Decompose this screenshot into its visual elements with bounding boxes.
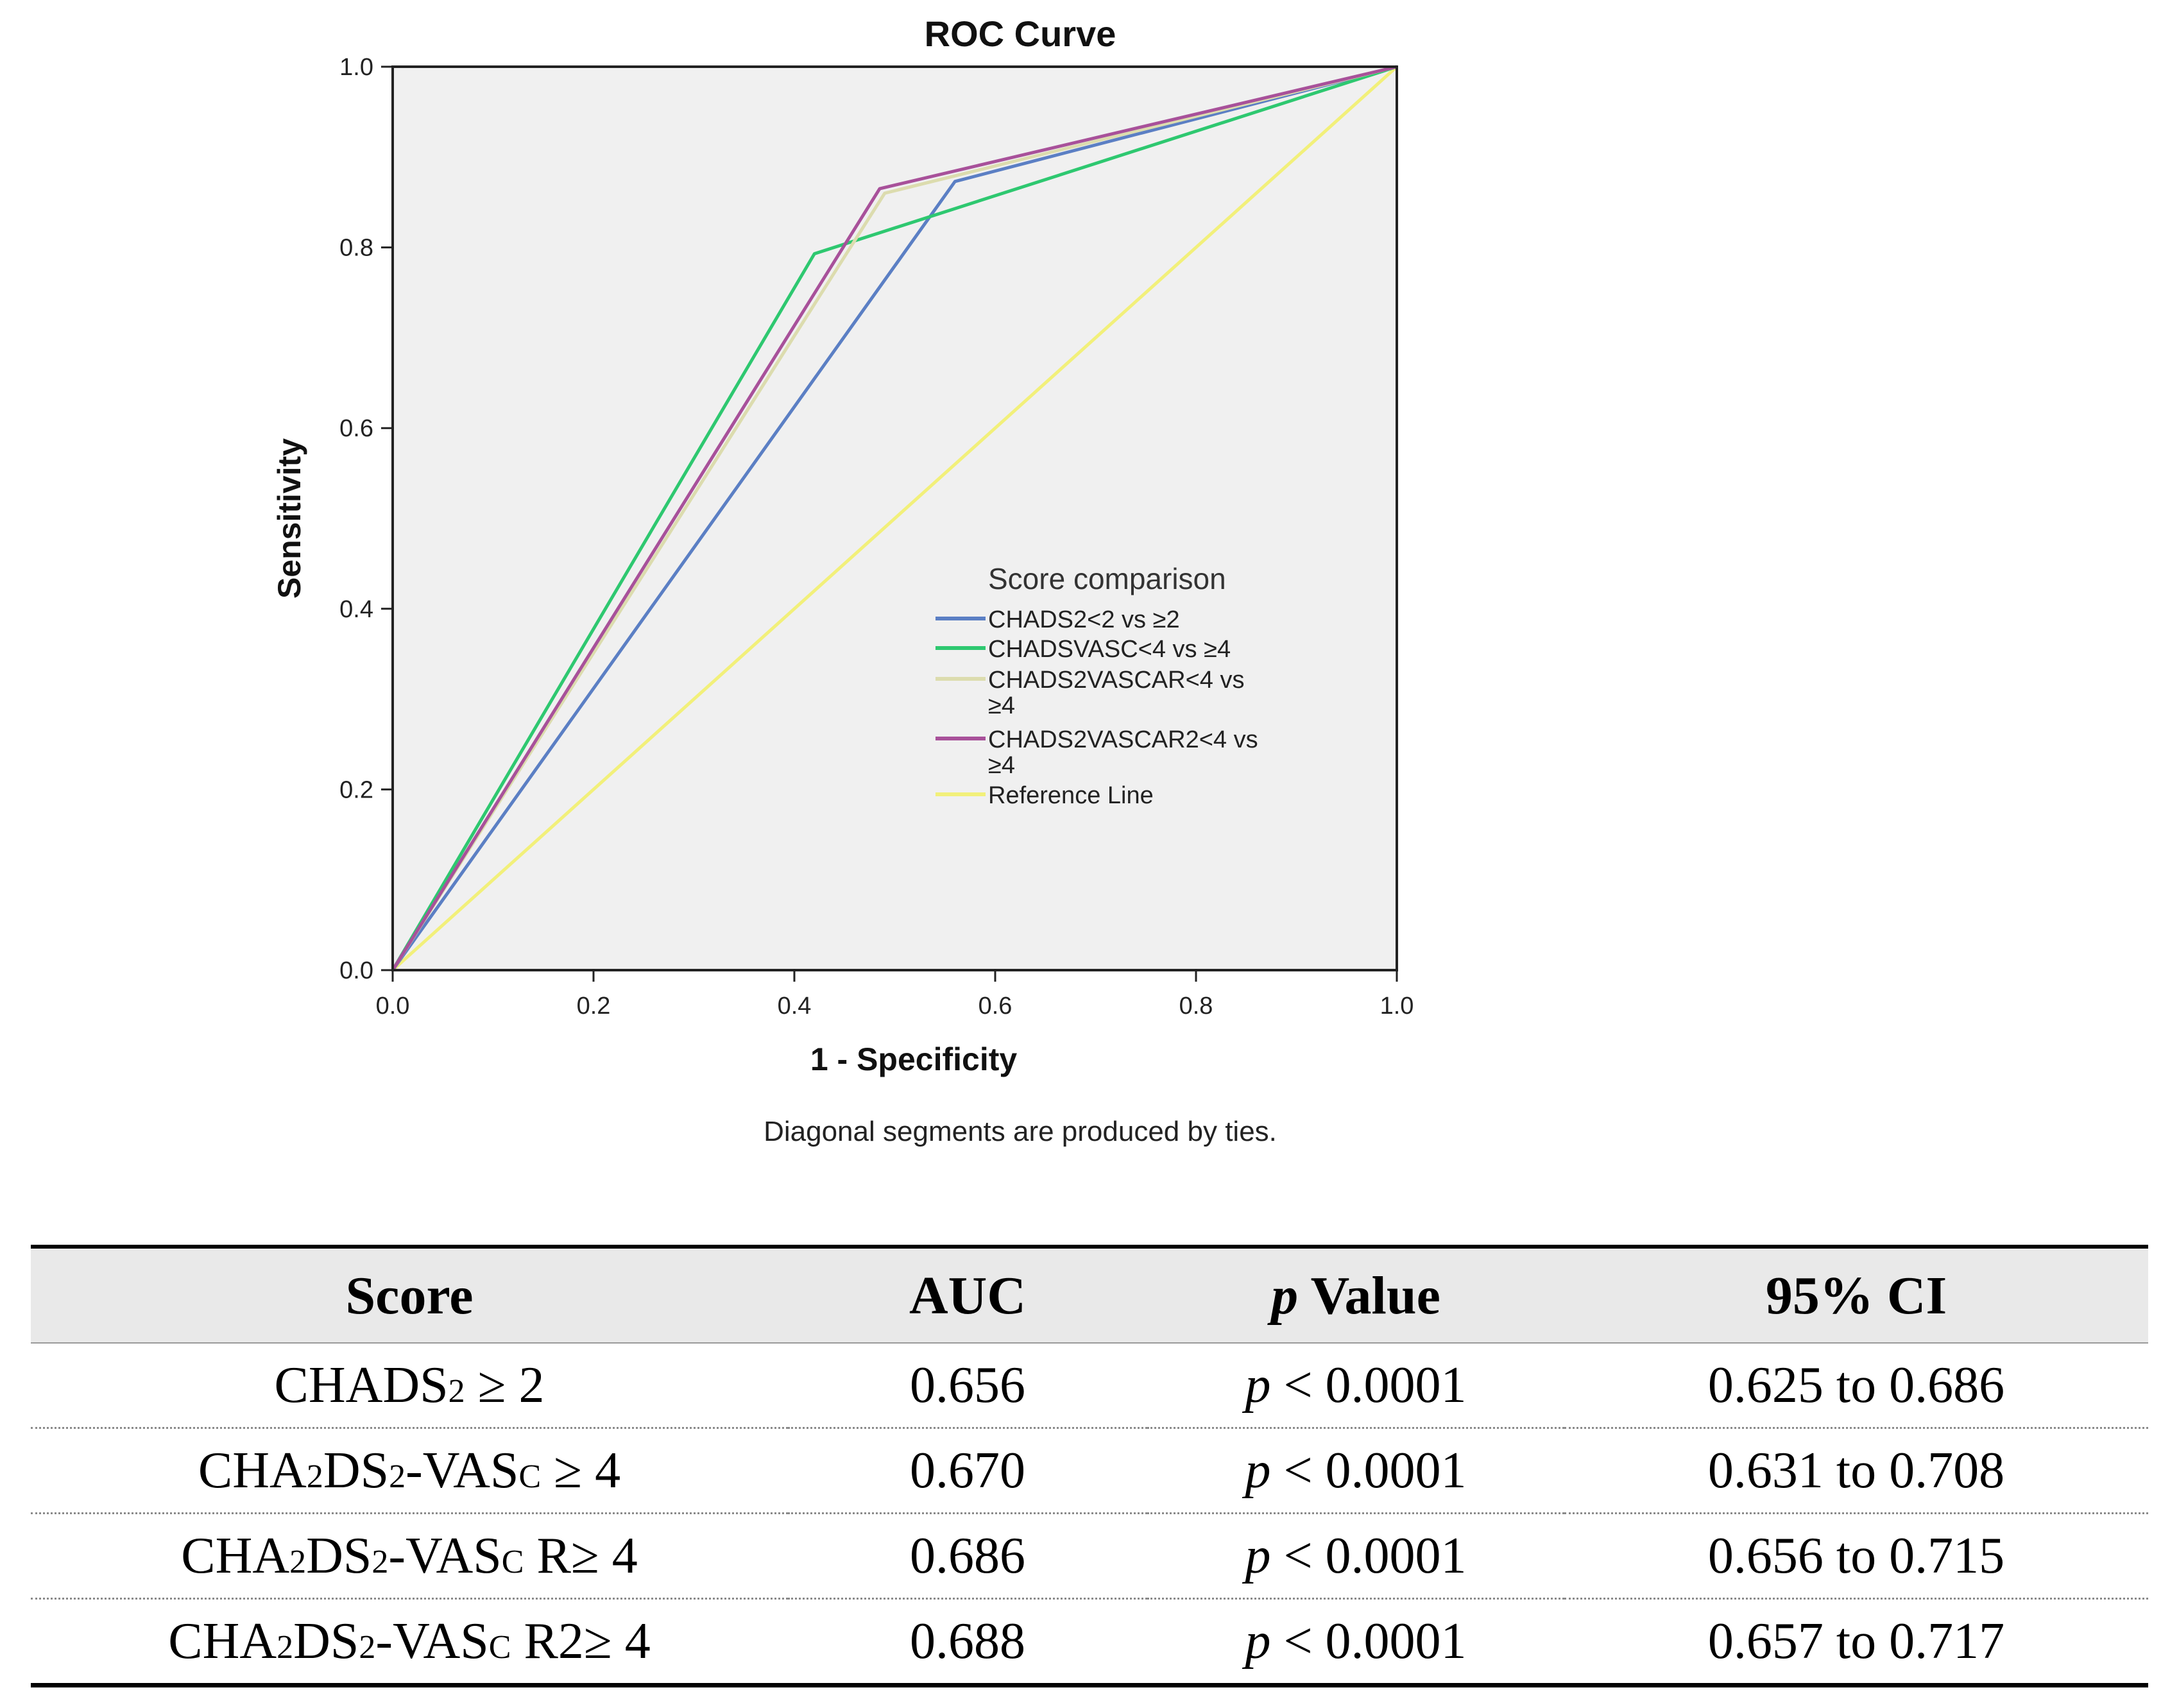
x-tick-label: 0.4 — [778, 993, 812, 1020]
ci-cell: 0.631 to 0.708 — [1707, 1442, 2005, 1499]
legend-entry: CHADS2VASCAR<4 vs ≥4 — [988, 667, 1244, 719]
score-subscript: C — [488, 1628, 511, 1666]
legend-entry: CHADS2<2 vs ≥2 — [988, 606, 1180, 633]
x-axis-label: 1 - Specificity — [810, 1041, 1018, 1077]
series-line-0 — [391, 65, 1397, 971]
x-tick-label: 1.0 — [1380, 993, 1414, 1020]
score-text: CHA — [168, 1612, 277, 1670]
auc-cell: 0.656 — [910, 1356, 1025, 1413]
series-lines — [391, 65, 1398, 971]
series-line-3 — [391, 65, 1397, 971]
p-text: < 0.0001 — [1270, 1527, 1467, 1584]
score-subscript: 2 — [306, 1458, 323, 1495]
p-text: < 0.0001 — [1270, 1356, 1467, 1413]
header-p-value: p Value — [1147, 1247, 1564, 1343]
plot-frame — [391, 65, 1398, 971]
score-text: CHADS — [274, 1356, 449, 1413]
score-cell: CHA2DS2-VASC R2≥ 4 — [31, 1599, 788, 1686]
score-text: CHA — [181, 1527, 290, 1584]
table-row: CHA2DS2-VASC ≥ 4 0.670 p < 0.0001 0.631 … — [31, 1428, 2148, 1514]
auc-cell: 0.670 — [910, 1442, 1025, 1499]
auc-cell: 0.688 — [910, 1612, 1025, 1670]
score-text: -VAS — [388, 1527, 502, 1584]
p-italic: p — [1245, 1612, 1271, 1670]
legend-entry: Reference Line — [988, 782, 1154, 809]
header-score: Score — [345, 1265, 474, 1326]
score-text: -VAS — [375, 1612, 489, 1670]
table-row: CHA2DS2-VASC R≥ 4 0.686 p < 0.0001 0.656… — [31, 1514, 2148, 1599]
legend-entry: CHADSVASC<4 vs ≥4 — [988, 636, 1231, 663]
score-cell: CHADS2 ≥ 2 — [31, 1343, 788, 1428]
table-row: CHA2DS2-VASC R2≥ 4 0.688 p < 0.0001 0.65… — [31, 1599, 2148, 1686]
roc-chart: 0.0 0.2 0.4 0.6 0.8 1.0 0.0 0.2 0.4 0.6 0.8 1.0 RO… — [271, 13, 1414, 1147]
y-tick-label: 0.6 — [339, 415, 373, 442]
score-subscript: C — [518, 1458, 542, 1495]
chart-title: ROC Curve — [925, 13, 1116, 54]
header-auc: AUC — [909, 1265, 1026, 1326]
p-italic: p — [1245, 1356, 1271, 1413]
y-tick-label: 1.0 — [339, 54, 373, 81]
y-tick-label: 0.2 — [339, 776, 373, 803]
score-subscript: 2 — [359, 1628, 376, 1666]
p-text: < 0.0001 — [1270, 1612, 1467, 1670]
score-threshold: ≥ 2 — [465, 1356, 545, 1413]
score-subscript: 2 — [389, 1458, 406, 1495]
score-subscript: C — [501, 1543, 524, 1580]
series-line-4 — [391, 65, 1398, 971]
y-tick-label: 0.4 — [339, 596, 373, 623]
table-row: CHADS2 ≥ 2 0.656 p < 0.0001 0.625 to 0.6… — [31, 1343, 2148, 1428]
score-threshold: ≥ 4 — [541, 1442, 621, 1499]
chart-footnote: Diagonal segments are produced by ties. — [764, 1116, 1277, 1147]
ci-cell: 0.657 to 0.717 — [1707, 1612, 2005, 1670]
p-text: < 0.0001 — [1270, 1442, 1467, 1499]
series-line-1 — [391, 65, 1397, 971]
y-axis-label: Sensitivity — [271, 438, 307, 599]
table-header-row: Score AUC p Value 95% CI — [31, 1247, 2148, 1343]
auc-cell: 0.686 — [910, 1527, 1025, 1584]
header-p-italic: p — [1271, 1265, 1299, 1326]
x-tick-label: 0.0 — [376, 993, 410, 1020]
legend: Score comparison CHADS2<2 vs ≥2 CHADSVASC… — [935, 562, 1258, 809]
p-cell: p < 0.0001 — [1147, 1343, 1564, 1428]
y-tick-label: 0.8 — [339, 235, 373, 262]
series-line-2 — [391, 65, 1397, 971]
score-text: DS — [323, 1442, 389, 1499]
score-cell: CHA2DS2-VASC R≥ 4 — [31, 1514, 788, 1599]
score-text: DS — [306, 1527, 372, 1584]
x-tick-label: 0.6 — [978, 993, 1012, 1020]
legend-entry: CHADS2VASCAR2<4 vs ≥4 — [988, 726, 1258, 779]
p-cell: p < 0.0001 — [1147, 1599, 1564, 1686]
score-text: -VAS — [406, 1442, 519, 1499]
x-tick-label: 0.2 — [577, 993, 611, 1020]
score-subscript: 2 — [448, 1372, 465, 1410]
header-ci: 95% CI — [1765, 1265, 1947, 1326]
x-axis-ticks: 0.0 0.2 0.4 0.6 0.8 1.0 — [376, 970, 1414, 1020]
score-subscript: 2 — [372, 1543, 389, 1580]
p-cell: p < 0.0001 — [1147, 1428, 1564, 1514]
header-p-rest: Value — [1298, 1265, 1440, 1326]
score-threshold: R2≥ 4 — [511, 1612, 651, 1670]
legend-title: Score comparison — [988, 562, 1226, 595]
score-text: CHA — [198, 1442, 307, 1499]
score-text: DS — [293, 1612, 359, 1670]
y-axis-ticks: 0.0 0.2 0.4 0.6 0.8 1.0 — [339, 54, 393, 984]
score-threshold: R≥ 4 — [524, 1527, 638, 1584]
results-table: Score AUC p Value 95% CI CHADS2 ≥ 2 0.65… — [31, 1245, 2148, 1687]
score-subscript: 2 — [289, 1543, 307, 1580]
ci-cell: 0.625 to 0.686 — [1707, 1356, 2005, 1413]
p-italic: p — [1245, 1527, 1271, 1584]
p-italic: p — [1245, 1442, 1271, 1499]
p-cell: p < 0.0001 — [1147, 1514, 1564, 1599]
y-tick-label: 0.0 — [339, 957, 373, 984]
x-tick-label: 0.8 — [1179, 993, 1213, 1020]
ci-cell: 0.656 to 0.715 — [1707, 1527, 2005, 1584]
score-subscript: 2 — [277, 1628, 294, 1666]
score-cell: CHA2DS2-VASC ≥ 4 — [31, 1428, 788, 1514]
